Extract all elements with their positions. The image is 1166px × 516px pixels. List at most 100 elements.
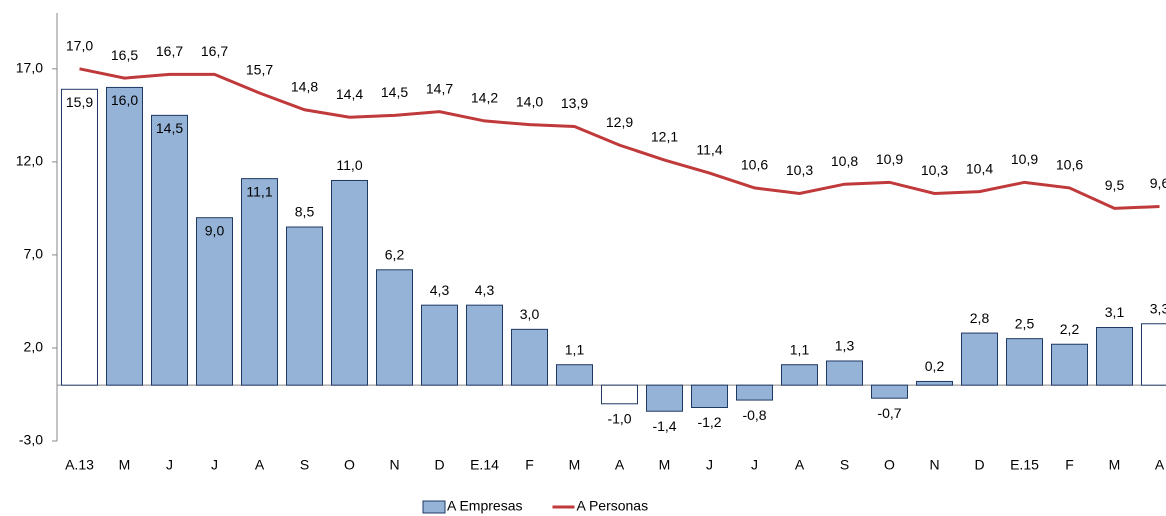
x-tick-label: D	[434, 457, 444, 473]
bar	[241, 178, 278, 386]
bar	[376, 269, 413, 386]
line-value-label: 10,3	[921, 162, 948, 178]
x-tick-label: O	[884, 457, 895, 473]
bar	[466, 304, 503, 386]
bar-value-label: 15,9	[66, 94, 93, 110]
bar	[826, 360, 863, 386]
bar-value-label: 1,1	[790, 341, 810, 357]
bar	[286, 226, 323, 386]
line-value-label: 14,7	[426, 80, 453, 96]
x-tick-label: J	[751, 457, 758, 473]
bar-value-label: 2,5	[1015, 315, 1035, 331]
bar-value-label: 3,1	[1105, 304, 1125, 320]
bar	[1096, 326, 1133, 386]
bar-value-label: 0,2	[925, 358, 945, 374]
bar	[1141, 323, 1166, 386]
bar	[601, 384, 638, 405]
bar	[196, 217, 233, 386]
bar	[511, 328, 548, 386]
bar-value-label: -0,8	[742, 407, 766, 423]
x-tick-label: S	[300, 457, 309, 473]
x-tick-label: M	[119, 457, 131, 473]
line-value-label: 14,2	[471, 90, 498, 106]
bar-value-label: 11,1	[246, 183, 272, 199]
bar	[1006, 338, 1043, 386]
bar-value-label: 11,0	[336, 157, 362, 173]
legend-label: A Personas	[576, 498, 648, 514]
bar-value-label: -1,4	[652, 418, 676, 434]
x-tick-label: A	[1155, 457, 1165, 473]
x-tick-label: E.15	[1010, 457, 1039, 473]
bar-value-label: 16,0	[111, 92, 138, 108]
line-value-label: 10,9	[1011, 151, 1038, 167]
bar	[61, 88, 98, 386]
bar-value-label: 2,2	[1060, 321, 1080, 337]
legend-label: A Empresas	[447, 498, 522, 514]
x-tick-label: S	[840, 457, 849, 473]
x-tick-label: A	[795, 457, 805, 473]
x-tick-label: J	[166, 457, 173, 473]
x-tick-label: A.13	[65, 457, 94, 473]
bar-value-label: -0,7	[877, 405, 901, 421]
line-value-label: 10,9	[876, 151, 903, 167]
bar-value-label: 2,8	[970, 310, 990, 326]
line	[79, 67, 1160, 210]
x-tick-label: D	[974, 457, 984, 473]
x-tick-label: M	[1109, 457, 1121, 473]
bar-value-label: 14,5	[156, 120, 183, 136]
x-tick-label: J	[211, 457, 218, 473]
line-value-label: 16,7	[156, 43, 183, 59]
line-value-label: 16,5	[111, 47, 138, 63]
line-value-label: 14,5	[381, 84, 408, 100]
bar	[871, 384, 908, 399]
bar	[106, 86, 143, 386]
x-tick-label: N	[929, 457, 939, 473]
line-value-label: 11,4	[696, 142, 722, 158]
x-tick-label: J	[706, 457, 713, 473]
x-tick-label: M	[659, 457, 671, 473]
y-tick-label: -3,0	[19, 432, 43, 448]
line-value-label: 14,0	[516, 93, 543, 109]
x-tick-label: A	[255, 457, 265, 473]
bar-value-label: 3,3	[1150, 300, 1166, 316]
bar	[781, 364, 818, 386]
x-tick-label: N	[389, 457, 399, 473]
line-value-label: 10,3	[786, 162, 813, 178]
line-value-label: 10,8	[831, 153, 858, 169]
bar	[646, 384, 683, 412]
line-value-label: 15,7	[246, 62, 273, 78]
bar	[961, 332, 998, 386]
line-value-label: 10,6	[741, 157, 768, 173]
line-value-label: 14,8	[291, 78, 318, 94]
x-tick-label: O	[344, 457, 355, 473]
x-tick-label: M	[569, 457, 581, 473]
bar-value-label: 1,1	[565, 341, 585, 357]
line-value-label: 16,7	[201, 43, 228, 59]
line-value-label: 13,9	[561, 95, 588, 111]
bar-value-label: 6,2	[385, 247, 405, 263]
bar-value-label: 4,3	[475, 282, 495, 298]
bar-value-label: 3,0	[520, 306, 540, 322]
bar-value-label: 4,3	[430, 282, 450, 298]
bar	[736, 384, 773, 401]
bar-value-label: 9,0	[205, 222, 225, 238]
y-tick-label: 12,0	[16, 153, 43, 169]
line-value-label: 10,6	[1056, 157, 1083, 173]
bar-value-label: -1,0	[607, 410, 631, 426]
line-value-label: 12,1	[651, 129, 678, 145]
bar-value-label: 8,5	[295, 204, 315, 220]
y-tick-label: 17,0	[16, 60, 43, 76]
bar	[691, 384, 728, 409]
line-value-label: 9,6	[1150, 175, 1166, 191]
bar	[421, 304, 458, 386]
x-tick-label: A	[615, 457, 625, 473]
legend-swatch	[422, 500, 446, 514]
y-tick-label: 2,0	[24, 339, 44, 355]
x-tick-label: F	[1065, 457, 1074, 473]
line-value-label: 12,9	[606, 114, 633, 130]
bar	[556, 364, 593, 386]
x-tick-label: E.14	[470, 457, 499, 473]
bar	[1051, 343, 1088, 386]
line-value-label: 10,4	[966, 160, 993, 176]
